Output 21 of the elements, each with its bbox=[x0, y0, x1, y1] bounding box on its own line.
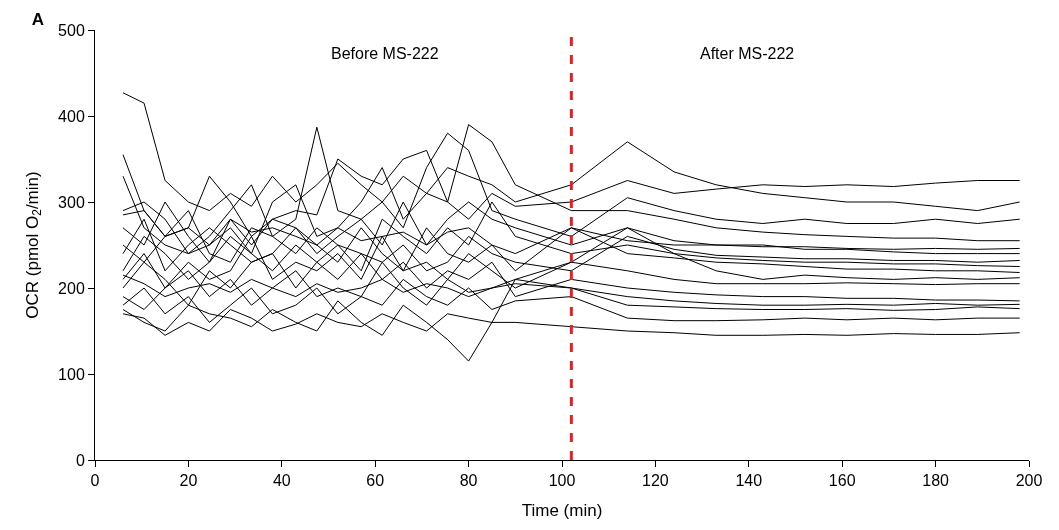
x-tick-label: 140 bbox=[735, 472, 763, 490]
x-tick-label: 160 bbox=[828, 472, 856, 490]
y-tick-label: 300 bbox=[58, 193, 85, 211]
x-tick-label: 60 bbox=[366, 472, 385, 490]
x-axis-title: Time (min) bbox=[521, 500, 603, 520]
x-tick-label: 180 bbox=[922, 472, 950, 490]
y-tick-label: 200 bbox=[58, 279, 85, 297]
x-tick-label: 80 bbox=[459, 472, 478, 490]
x-tick-label: 100 bbox=[548, 472, 576, 490]
chart-title: A bbox=[31, 10, 45, 30]
x-tick-label: 120 bbox=[642, 472, 669, 490]
y-tick-label: 500 bbox=[58, 21, 85, 39]
x-tick-label: 200 bbox=[1015, 472, 1043, 490]
annotation: Before MS-222 bbox=[331, 45, 439, 62]
x-tick-label: 20 bbox=[179, 472, 198, 490]
y-tick-label: 400 bbox=[58, 107, 85, 125]
y-tick-label: 0 bbox=[75, 451, 85, 469]
y-tick-label: 100 bbox=[58, 365, 85, 383]
x-tick-label: 40 bbox=[272, 472, 291, 490]
x-tick-label: 0 bbox=[90, 472, 100, 490]
annotation: After MS-222 bbox=[700, 45, 795, 62]
